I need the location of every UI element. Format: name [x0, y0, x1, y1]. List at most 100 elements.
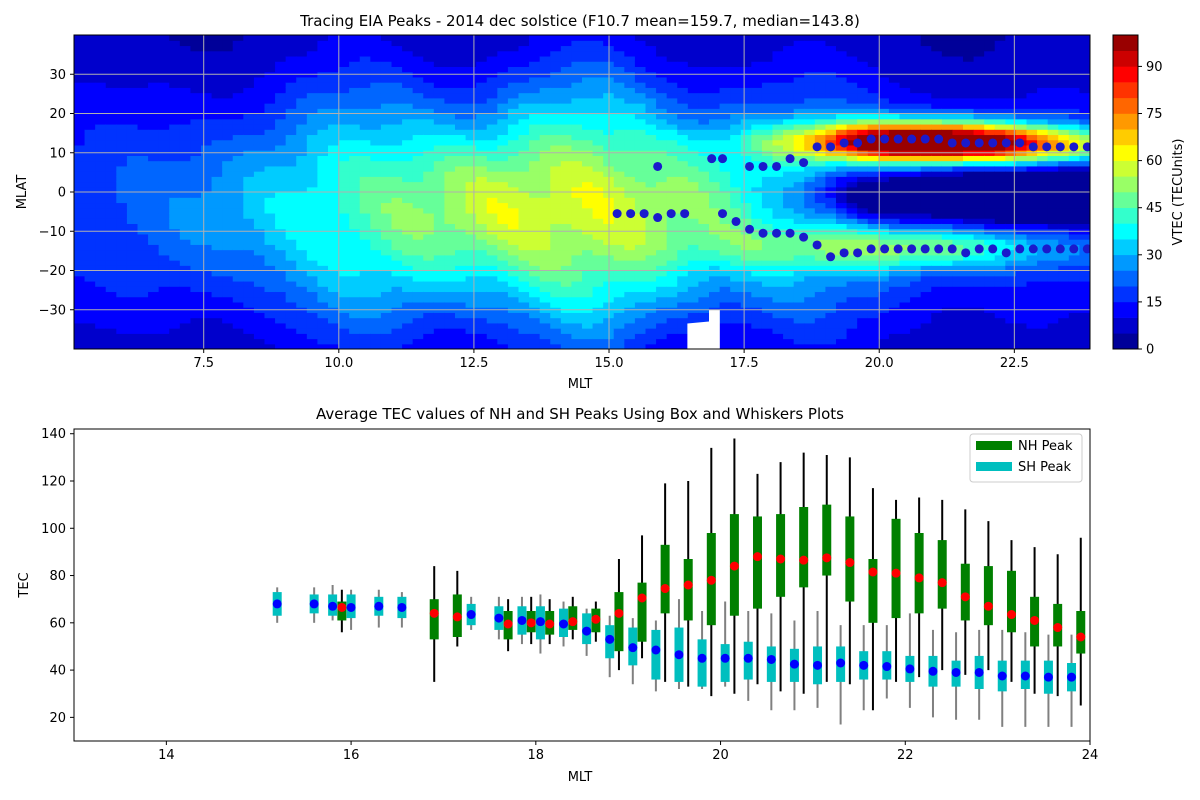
- sh-peak-marker: [880, 244, 889, 253]
- sh-box: [651, 630, 660, 680]
- bottom-x-tick-label: 18: [528, 748, 545, 763]
- bottom-y-label: TEC: [17, 572, 32, 598]
- nh-peak-marker: [961, 138, 970, 147]
- sh-mean-marker: [998, 672, 1007, 681]
- top-x-tick-label: 20.0: [865, 356, 894, 371]
- bottom-y-tick-label: 120: [41, 475, 66, 490]
- nh-peak-marker: [786, 154, 795, 163]
- sh-box: [767, 646, 776, 681]
- sh-peak-marker: [907, 244, 916, 253]
- nh-peak-marker: [799, 158, 808, 167]
- sh-mean-marker: [1021, 672, 1030, 681]
- nh-mean-marker: [504, 620, 513, 629]
- nh-mean-marker: [868, 568, 877, 577]
- sh-mean-marker: [1067, 673, 1076, 682]
- sh-mean-marker: [744, 654, 753, 663]
- nh-mean-marker: [961, 592, 970, 601]
- sh-peak-marker: [840, 248, 849, 257]
- sh-peak-marker: [613, 209, 622, 218]
- nh-mean-marker: [591, 615, 600, 624]
- colorbar-level: [1113, 318, 1138, 334]
- nh-peak-marker: [934, 135, 943, 144]
- nh-box: [684, 559, 693, 620]
- sh-peak-marker: [1042, 244, 1051, 253]
- colorbar-tick-label: 45: [1146, 201, 1163, 216]
- nh-mean-marker: [892, 569, 901, 578]
- nh-box: [638, 583, 647, 642]
- top-y-tick-label: 20: [49, 107, 66, 122]
- sh-peak-marker: [1056, 244, 1065, 253]
- sh-peak-marker: [921, 244, 930, 253]
- sh-mean-marker: [1090, 674, 1099, 683]
- sh-mean-marker: [628, 643, 637, 652]
- nh-peak-marker: [707, 154, 716, 163]
- colorbar-level: [1113, 302, 1138, 318]
- colorbar-level: [1113, 114, 1138, 130]
- nh-box: [661, 545, 670, 614]
- sh-mean-marker: [975, 668, 984, 677]
- nh-peak-marker: [853, 138, 862, 147]
- nh-mean-marker: [453, 612, 462, 621]
- sh-peak-marker: [626, 209, 635, 218]
- sh-mean-marker: [651, 646, 660, 655]
- sh-peak-marker: [934, 244, 943, 253]
- top-x-tick-label: 7.5: [193, 356, 214, 371]
- sh-mean-marker: [698, 654, 707, 663]
- sh-peak-marker: [732, 217, 741, 226]
- nh-mean-marker: [684, 581, 693, 590]
- nh-peak-marker: [867, 135, 876, 144]
- nh-box: [961, 564, 970, 621]
- sh-mean-marker: [467, 610, 476, 619]
- bottom-y-tick-label: 140: [41, 427, 66, 442]
- colorbar-level: [1113, 239, 1138, 255]
- top-x-tick-label: 10.0: [324, 356, 353, 371]
- nh-mean-marker: [753, 552, 762, 561]
- sh-box: [1090, 663, 1099, 694]
- nh-mean-marker: [638, 594, 647, 603]
- sh-peak-marker: [867, 244, 876, 253]
- nh-peak-marker: [826, 142, 835, 151]
- colorbar-level: [1113, 192, 1138, 208]
- sh-peak-marker: [772, 229, 781, 238]
- nh-peak-marker: [1015, 138, 1024, 147]
- bottom-x-tick-label: 22: [897, 748, 914, 763]
- bottom-y-axis: 20406080100120140: [41, 427, 74, 726]
- nh-mean-marker: [1053, 623, 1062, 632]
- nh-mean-marker: [545, 620, 554, 629]
- colorbar-level: [1113, 82, 1138, 98]
- top-x-tick-label: 15.0: [595, 356, 624, 371]
- colorbar-tick-label: 15: [1146, 295, 1163, 310]
- colorbar-level: [1113, 145, 1138, 161]
- bottom-y-tick-label: 100: [41, 522, 66, 537]
- nh-mean-marker: [707, 576, 716, 585]
- nh-peak-marker: [840, 138, 849, 147]
- nh-peak-marker: [772, 162, 781, 171]
- sh-mean-marker: [836, 659, 845, 668]
- sh-mean-marker: [882, 662, 891, 671]
- nh-mean-marker: [337, 603, 346, 612]
- colorbar-tick-label: 60: [1146, 154, 1163, 169]
- top-y-tick-label: −20: [39, 264, 66, 279]
- sh-mean-marker: [859, 661, 868, 670]
- nh-peak-marker: [1069, 142, 1078, 151]
- nh-peak-marker: [1029, 142, 1038, 151]
- colorbar-level: [1113, 51, 1138, 67]
- nh-peak-marker: [948, 138, 957, 147]
- nh-peak-marker: [921, 135, 930, 144]
- nh-box: [1007, 571, 1016, 632]
- colorbar-level: [1113, 66, 1138, 82]
- sh-peak-marker: [826, 252, 835, 261]
- nh-peak-marker: [975, 138, 984, 147]
- nh-mean-marker: [1076, 633, 1085, 642]
- nh-mean-marker: [984, 602, 993, 611]
- legend-nh-swatch: [976, 441, 1012, 450]
- colorbar-level: [1113, 176, 1138, 192]
- nh-box: [822, 505, 831, 576]
- legend: NH Peak SH Peak: [970, 434, 1082, 482]
- sh-peak-marker: [948, 244, 957, 253]
- sh-peak-marker: [975, 244, 984, 253]
- sh-peak-marker: [894, 244, 903, 253]
- bottom-y-tick-label: 40: [49, 664, 66, 679]
- nh-peak-marker: [988, 138, 997, 147]
